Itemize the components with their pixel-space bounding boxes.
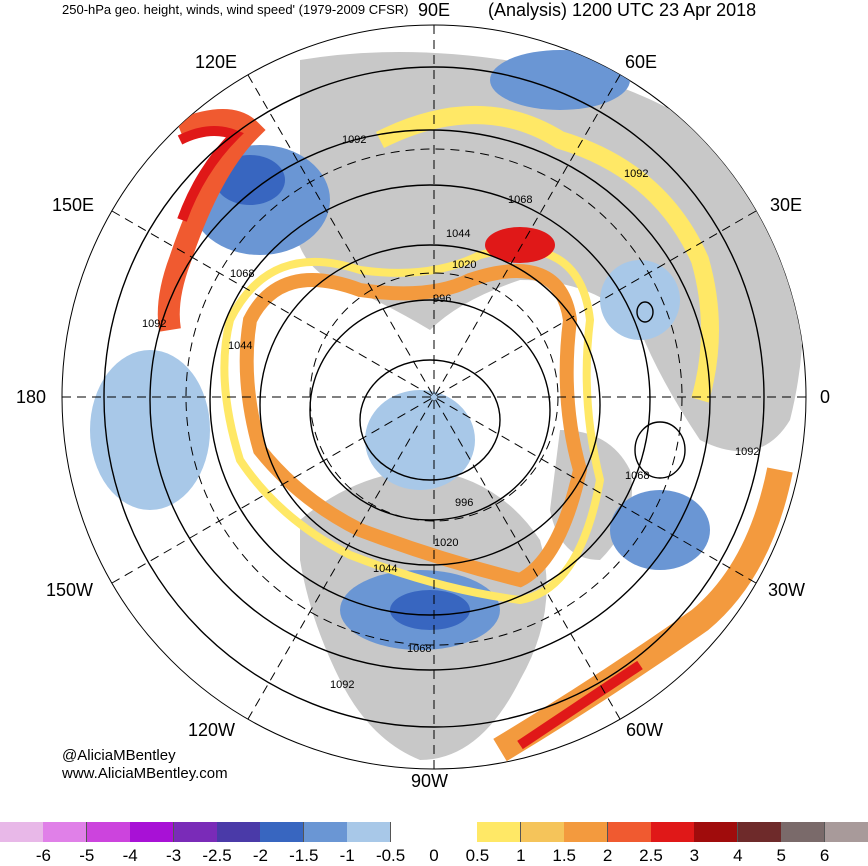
colorbar-swatch [781, 822, 826, 842]
lon-label-60e: 60E [625, 52, 658, 72]
colorbar-label: -4 [122, 846, 138, 865]
colorbar-swatch [347, 822, 392, 842]
colorbar-swatch [130, 822, 175, 842]
colorbar-swatch [564, 822, 609, 842]
colorbar-label: -1.5 [289, 846, 319, 865]
height-contours [103, 66, 765, 728]
colorbar-swatch [86, 822, 131, 842]
height-label: 1068 [508, 194, 532, 206]
height-label: 1044 [446, 228, 470, 240]
graticule [62, 25, 806, 769]
colorbar-swatch [694, 822, 739, 842]
lon-label-120w: 120W [188, 720, 236, 740]
anomaly-pos-siberia [485, 227, 555, 263]
colorbar-swatch [824, 822, 868, 842]
colorbar-swatch [737, 822, 782, 842]
jet-band-pacific [157, 109, 266, 332]
lon-label-150w: 150W [46, 580, 94, 600]
map-title-left: 250-hPa geo. height, winds, wind speed' … [62, 2, 409, 17]
anomaly-neg-5 [610, 490, 710, 570]
colorbar-label: 1.5 [552, 846, 577, 865]
jet-band-atlantic-core [517, 660, 643, 750]
colorbar-label: 1 [516, 846, 526, 865]
colorbar-label: 6 [819, 846, 830, 865]
anomaly-neg-7 [490, 50, 630, 110]
colorbar-swatch [390, 822, 435, 842]
height-label: 1020 [434, 537, 458, 549]
height-labels: 1092 1068 1044 1020 996 1092 1068 1044 1… [142, 134, 759, 691]
colorbar-label: 0.5 [465, 846, 490, 865]
lon-label-90e: 90E [418, 0, 451, 20]
lon-label-30w: 30W [768, 580, 806, 600]
colorbar-label: -0.5 [375, 846, 406, 865]
colorbar-label: 3 [689, 846, 700, 865]
height-label: 1068 [407, 643, 431, 655]
height-label: 1068 [230, 268, 254, 280]
colorbar-label: 2 [602, 846, 613, 865]
colorbar-swatch [520, 822, 565, 842]
anomaly-neg-6 [90, 350, 210, 510]
height-label: 1044 [373, 563, 397, 575]
colorbar-label: -1 [339, 846, 355, 865]
jet-band-polar-outer [220, 245, 605, 605]
lon-label-60w: 60W [626, 720, 664, 740]
colorbar-swatch [434, 822, 478, 842]
credit-twitter: @AliciaMBentley [62, 747, 176, 764]
colorbar-label: 5 [776, 846, 786, 865]
height-label: 1092 [624, 168, 648, 180]
colorbar-swatch [260, 822, 305, 842]
jet-band-pacific-core [177, 126, 244, 222]
colorbar-label: -2 [252, 846, 268, 865]
height-label: 996 [433, 293, 451, 305]
lon-label-150e: 150E [52, 195, 95, 215]
height-label: 1044 [228, 340, 252, 352]
lon-label-90w: 90W [411, 771, 449, 791]
colorbar-swatch [607, 822, 652, 842]
lon-label-120e: 120E [195, 52, 238, 72]
colorbar-swatch [477, 822, 522, 842]
colorbar-swatch [43, 822, 88, 842]
height-label: 1092 [342, 134, 366, 146]
colorbar-label: -5 [79, 846, 95, 865]
colorbar-label: 4 [733, 846, 743, 865]
colorbar-swatch [217, 822, 261, 842]
anomaly-neg-4 [390, 590, 470, 630]
height-label: 1092 [735, 446, 759, 458]
anomaly-neg-9 [365, 390, 475, 490]
colorbar-swatch [303, 822, 348, 842]
jet-band-eurasia [375, 106, 719, 403]
height-label: 996 [455, 497, 473, 509]
lon-label-0: 0 [820, 387, 831, 407]
colorbar-swatch [651, 822, 695, 842]
colorbar-label: 2.5 [639, 846, 663, 865]
map-title-right: (Analysis) 1200 UTC 23 Apr 2018 [488, 0, 757, 20]
height-label: 1068 [625, 470, 649, 482]
lon-label-180: 180 [16, 387, 47, 407]
colorbar-label: -2.5 [202, 846, 232, 865]
colorbar-label: -3 [166, 846, 182, 865]
height-label: 1092 [330, 679, 354, 691]
height-label: 1092 [142, 318, 166, 330]
height-label: 1020 [452, 259, 476, 271]
anomaly-shading [90, 50, 803, 762]
colorbar: -6 -5 -4 -3 -2.5 -2 -1.5 -1 -0.5 0 0.5 1 1.5 2 2.5 3 4 5 6 [0, 822, 868, 865]
credit-website: www.AliciaMBentley.com [62, 765, 228, 782]
lon-label-30e: 30E [770, 195, 803, 215]
colorbar-swatch [0, 822, 44, 842]
anomaly-neg-8 [600, 260, 680, 340]
colorbar-label: -6 [35, 846, 51, 865]
polar-stereographic-map: 1092 1068 1044 1020 996 1092 1068 1044 1… [61, 24, 807, 770]
jet-band-polar [239, 264, 588, 588]
colorbar-swatch [173, 822, 218, 842]
colorbar-label: 0 [429, 846, 439, 865]
